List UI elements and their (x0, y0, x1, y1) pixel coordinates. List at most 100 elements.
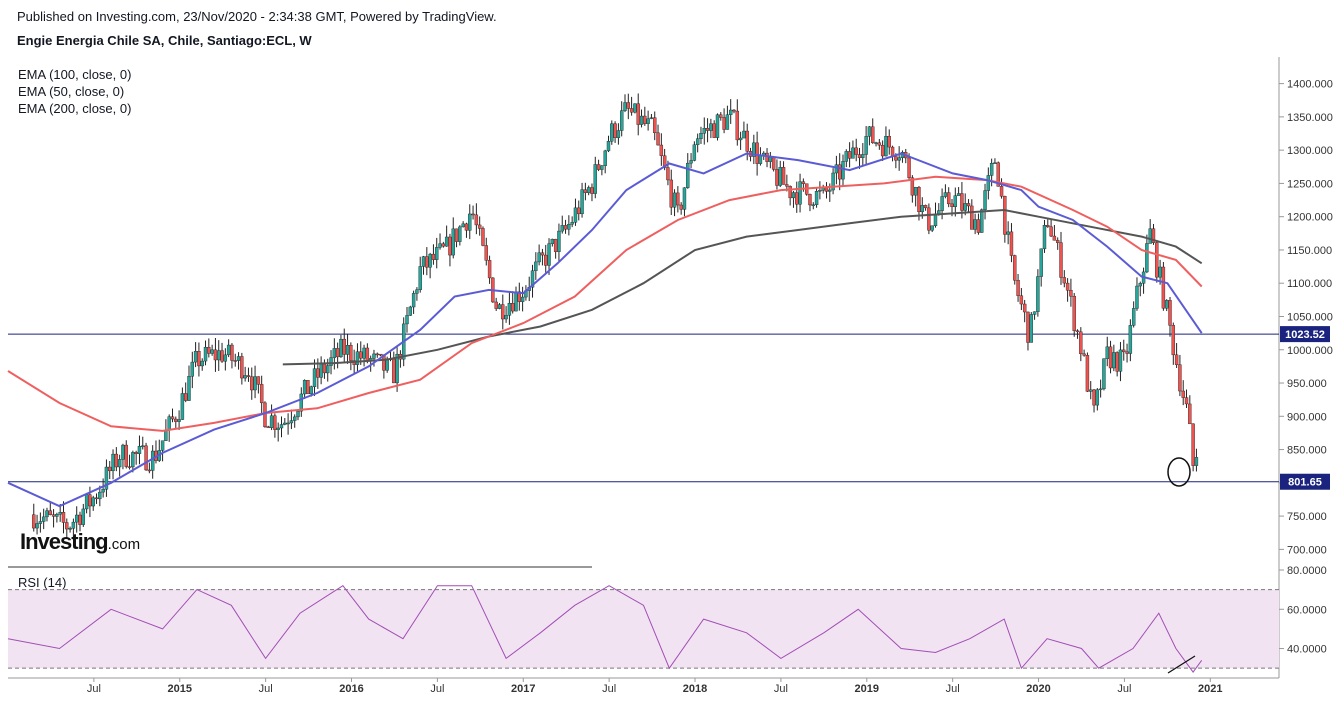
candle-body (1155, 242, 1159, 278)
candle-body (296, 410, 300, 418)
candle-body (1128, 325, 1133, 354)
candle-body (735, 110, 740, 141)
candle-body (322, 364, 327, 374)
candle-body (316, 368, 320, 378)
candle-body (702, 127, 706, 134)
candle-body (507, 303, 512, 316)
candle-body (174, 418, 178, 422)
candle-body (738, 137, 743, 141)
candle-body (983, 190, 987, 210)
candle-body (646, 118, 650, 124)
rsi-y-tick-label: 60.0000 (1287, 604, 1327, 616)
candle-body (841, 161, 845, 180)
candle-body (854, 147, 858, 155)
candle-body (121, 444, 125, 460)
candle-body (620, 110, 624, 131)
candle-body (864, 136, 868, 155)
candle-body (1138, 283, 1142, 287)
candle-body (1115, 352, 1119, 372)
candle-body (537, 252, 541, 263)
candle-body (933, 214, 938, 227)
candle-body (309, 386, 313, 395)
candle-body (811, 204, 815, 207)
candle-body (236, 356, 241, 361)
candle-body (111, 453, 115, 472)
legend-ema-200[interactable]: EMA (200, close, 0) (18, 101, 132, 116)
candle-body (577, 207, 581, 215)
candle-body (570, 222, 574, 225)
candle-body (986, 175, 991, 191)
candle-body (1168, 300, 1172, 326)
candle-body (623, 102, 627, 111)
candle-body (1105, 346, 1109, 359)
candle-body (639, 115, 644, 125)
x-tick-label: Jul (87, 683, 101, 695)
candle-body (917, 187, 921, 213)
candle-body (339, 338, 343, 358)
candle-body (880, 144, 885, 157)
candle-body (207, 347, 211, 354)
candle-body (253, 376, 257, 391)
x-tick-label: Jul (430, 683, 444, 695)
candle-body (392, 358, 396, 384)
candle-body (923, 205, 928, 209)
candle-body (834, 164, 839, 174)
candle-body (567, 223, 571, 230)
candle-body (920, 205, 924, 213)
candle-body (263, 402, 267, 428)
candle-body (636, 103, 640, 125)
candle-body (781, 167, 786, 185)
candle-body (669, 179, 673, 208)
candle-body (1013, 255, 1017, 281)
candle-body (1194, 457, 1199, 466)
candle-body (1003, 196, 1007, 235)
candle-body (160, 440, 165, 451)
candle-body (907, 157, 911, 178)
ema-50-line (7, 152, 1203, 508)
candle-body (626, 102, 631, 109)
candle-body (372, 353, 376, 359)
candle-body (501, 304, 505, 320)
candle-body (335, 348, 340, 358)
candle-body (1006, 231, 1010, 235)
candle-body (649, 117, 654, 120)
candle-body (117, 459, 122, 468)
x-tick-label: Jul (1117, 683, 1131, 695)
candle-body (960, 193, 964, 211)
candle-body (286, 422, 290, 425)
candle-body (1069, 289, 1073, 297)
candle-body (1178, 364, 1182, 392)
legend-ema-100[interactable]: EMA (100, close, 0) (18, 67, 132, 82)
candle-body (1151, 228, 1156, 243)
candle-body (448, 236, 452, 256)
candle-body (1049, 226, 1053, 237)
candle-body (550, 238, 555, 244)
ema-200-line (282, 208, 1203, 366)
candle-body (137, 445, 142, 454)
candle-body (758, 155, 763, 164)
candle-body (104, 466, 109, 490)
candle-body (88, 494, 92, 507)
candle-body (41, 516, 46, 522)
candle-body (600, 165, 604, 170)
candle-body (989, 163, 994, 176)
candle-body (818, 190, 822, 192)
candle-body (788, 186, 792, 199)
candle-body (38, 521, 43, 524)
candle-body (1108, 346, 1113, 369)
candle-body (867, 126, 872, 137)
candle-body (540, 252, 545, 256)
candle-body (732, 109, 736, 112)
x-tick-label: Jul (259, 683, 273, 695)
legend-ema-50[interactable]: EMA (50, close, 0) (18, 84, 125, 99)
candle-body (1009, 231, 1014, 256)
candle-body (950, 203, 954, 207)
candle-body (256, 376, 261, 385)
candle-body (1089, 389, 1093, 392)
candle-body (593, 164, 597, 194)
candle-body (233, 360, 237, 362)
candle-body (210, 349, 214, 354)
price-y-tick-label: 1400.000 (1287, 79, 1333, 91)
candle-body (679, 204, 683, 210)
